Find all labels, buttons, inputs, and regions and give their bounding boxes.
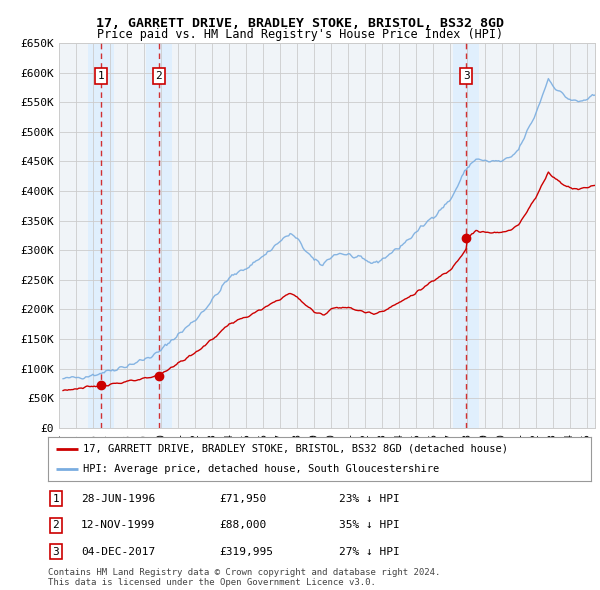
Bar <box>88 43 114 428</box>
Text: £319,995: £319,995 <box>219 547 273 556</box>
Text: HPI: Average price, detached house, South Gloucestershire: HPI: Average price, detached house, Sout… <box>83 464 440 474</box>
Text: £71,950: £71,950 <box>219 494 266 503</box>
Bar <box>454 43 479 428</box>
Text: 23% ↓ HPI: 23% ↓ HPI <box>339 494 400 503</box>
Text: 1: 1 <box>52 494 59 503</box>
Text: 2: 2 <box>52 520 59 530</box>
Text: 17, GARRETT DRIVE, BRADLEY STOKE, BRISTOL, BS32 8GD: 17, GARRETT DRIVE, BRADLEY STOKE, BRISTO… <box>96 17 504 30</box>
Text: 12-NOV-1999: 12-NOV-1999 <box>81 520 155 530</box>
Text: 27% ↓ HPI: 27% ↓ HPI <box>339 547 400 556</box>
Text: 35% ↓ HPI: 35% ↓ HPI <box>339 520 400 530</box>
Text: Contains HM Land Registry data © Crown copyright and database right 2024.
This d: Contains HM Land Registry data © Crown c… <box>48 568 440 587</box>
Text: 2: 2 <box>155 71 162 81</box>
Text: £88,000: £88,000 <box>219 520 266 530</box>
Text: 17, GARRETT DRIVE, BRADLEY STOKE, BRISTOL, BS32 8GD (detached house): 17, GARRETT DRIVE, BRADLEY STOKE, BRISTO… <box>83 444 508 454</box>
Text: 04-DEC-2017: 04-DEC-2017 <box>81 547 155 556</box>
Text: 1: 1 <box>98 71 104 81</box>
Bar <box>146 43 172 428</box>
Text: 28-JUN-1996: 28-JUN-1996 <box>81 494 155 503</box>
Text: 3: 3 <box>463 71 469 81</box>
Text: Price paid vs. HM Land Registry's House Price Index (HPI): Price paid vs. HM Land Registry's House … <box>97 28 503 41</box>
Text: 3: 3 <box>52 547 59 556</box>
